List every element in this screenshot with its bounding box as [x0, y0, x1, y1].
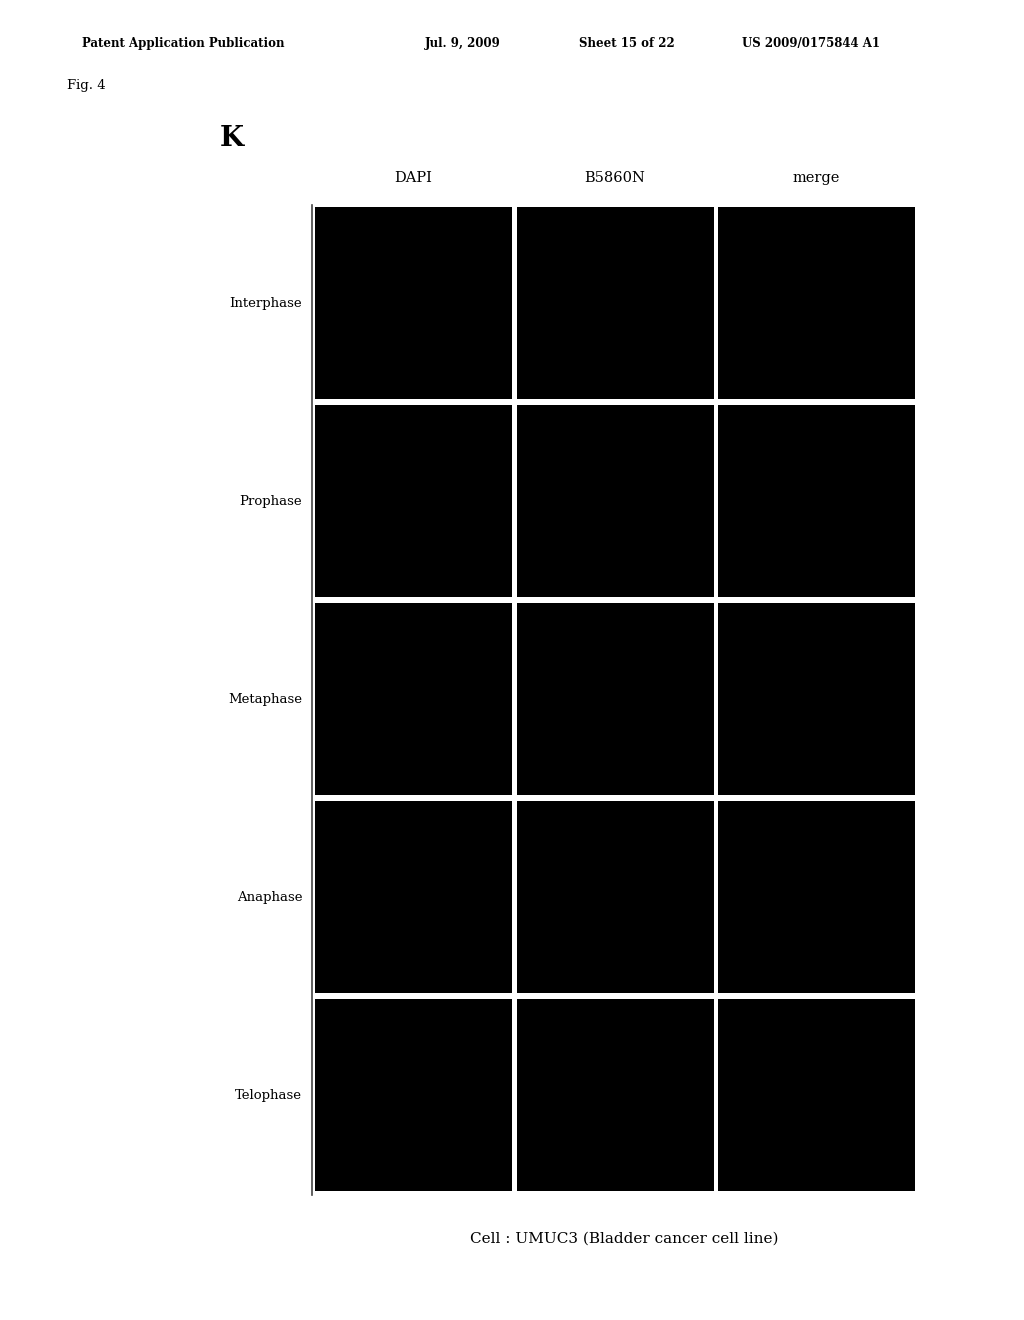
Text: Sheet 15 of 22: Sheet 15 of 22 [579, 37, 675, 50]
Bar [517, 602, 714, 795]
Bar [315, 602, 512, 795]
Text: DAPI: DAPI [394, 172, 432, 185]
Bar [315, 207, 512, 399]
Bar [517, 999, 714, 1191]
Text: Anaphase: Anaphase [237, 891, 302, 904]
Text: Patent Application Publication: Patent Application Publication [82, 37, 285, 50]
Text: merge: merge [793, 172, 840, 185]
Text: K: K [220, 125, 245, 152]
Bar [517, 207, 714, 399]
Bar [718, 207, 915, 399]
Text: Fig. 4: Fig. 4 [67, 79, 105, 92]
Text: US 2009/0175844 A1: US 2009/0175844 A1 [742, 37, 881, 50]
Bar [315, 405, 512, 597]
Text: Telophase: Telophase [236, 1089, 302, 1102]
Bar [315, 999, 512, 1191]
Text: Cell : UMUC3 (Bladder cancer cell line): Cell : UMUC3 (Bladder cancer cell line) [470, 1232, 779, 1245]
Bar [718, 999, 915, 1191]
Text: Interphase: Interphase [229, 297, 302, 310]
Text: B5860N: B5860N [584, 172, 645, 185]
Bar [718, 800, 915, 993]
Bar [315, 800, 512, 993]
Bar [517, 800, 714, 993]
Text: Prophase: Prophase [240, 495, 302, 508]
Text: Metaphase: Metaphase [228, 693, 302, 706]
Bar [718, 602, 915, 795]
Text: Jul. 9, 2009: Jul. 9, 2009 [425, 37, 501, 50]
Bar [312, 205, 916, 1195]
Bar [517, 405, 714, 597]
Bar [718, 405, 915, 597]
